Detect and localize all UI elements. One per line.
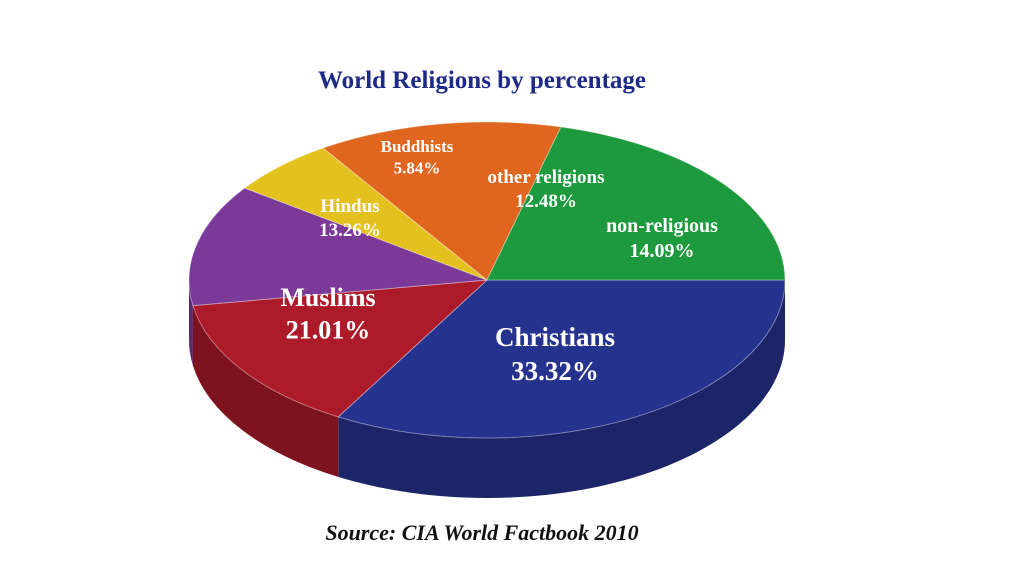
slice-value-christians: 33.32% — [511, 356, 599, 386]
pie-slice-buddhists — [243, 147, 488, 281]
slice-label-christians: Christians — [495, 322, 615, 352]
pie-slice-other-religions — [188, 187, 488, 307]
chart-source: Source: CIA World Factbook 2010 — [325, 520, 638, 545]
pie-slices — [188, 121, 786, 439]
slice-value-muslims: 21.01% — [286, 316, 371, 345]
pie-side-non-religious — [192, 305, 339, 477]
slice-label-muslims: Muslims — [280, 283, 375, 312]
slice-label-other-religions: other religions — [488, 167, 605, 188]
slice-value-hindus: 13.26% — [319, 220, 381, 241]
slice-label-buddhists: Buddhists — [381, 137, 454, 156]
pie-slice-hindus — [322, 121, 562, 281]
slice-labels: Christians 33.32% non-religious 14.09% other… — [280, 137, 718, 386]
slice-value-non-religious: 14.09% — [630, 240, 695, 262]
slice-label-hindus: Hindus — [320, 196, 379, 217]
chart-title: World Religions by percentage — [318, 67, 646, 94]
pie-slice-muslims — [486, 126, 786, 281]
slice-value-buddhists: 5.84% — [394, 158, 441, 177]
pie-side-christians — [338, 280, 785, 499]
slice-label-non-religious: non-religious — [606, 215, 718, 237]
slice-value-other-religions: 12.48% — [515, 191, 577, 212]
pie-slice-christians — [337, 279, 786, 439]
pie-side-other-religions — [189, 280, 193, 366]
pie-sides — [189, 280, 785, 499]
pie-slice-non-religious — [192, 279, 489, 418]
